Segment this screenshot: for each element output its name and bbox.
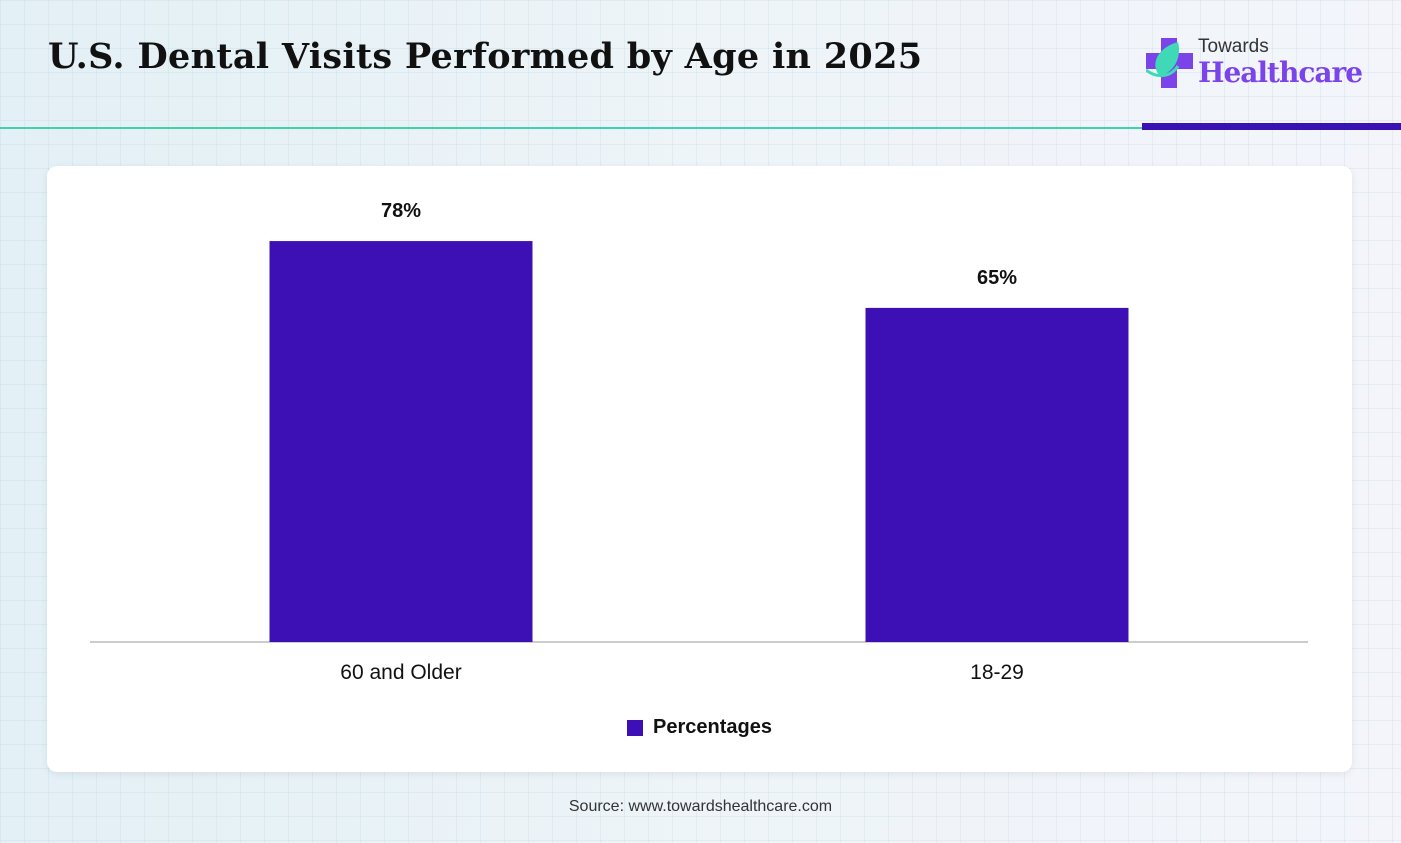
logo-text-healthcare: Healthcare xyxy=(1198,56,1363,89)
logo-text-towards: Towards xyxy=(1198,36,1269,57)
header-divider-teal xyxy=(0,127,1142,129)
legend-label: Percentages xyxy=(653,716,772,738)
page-title: U.S. Dental Visits Performed by Age in 2… xyxy=(48,36,923,77)
data-label: 78% xyxy=(381,200,421,222)
source-text: Source: www.towardshealthcare.com xyxy=(568,798,833,815)
bar-chart: 78% 60 and Older 65% 18-29 xyxy=(90,200,1308,684)
x-tick-label: 18-29 xyxy=(970,661,1024,684)
brand-logo: Towards Healthcare xyxy=(1145,36,1363,96)
header-divider-purple xyxy=(1142,123,1401,130)
medical-cross-leaf-icon xyxy=(1145,38,1193,88)
data-label: 65% xyxy=(977,267,1017,289)
chart-card: 78% 60 and Older 65% 18-29 Percentages xyxy=(47,166,1352,772)
x-tick-label: 60 and Older xyxy=(340,661,461,684)
chart-legend: Percentages xyxy=(627,716,772,739)
bar-0 xyxy=(269,241,533,642)
legend-swatch xyxy=(627,719,643,736)
bar-1 xyxy=(865,307,1129,642)
